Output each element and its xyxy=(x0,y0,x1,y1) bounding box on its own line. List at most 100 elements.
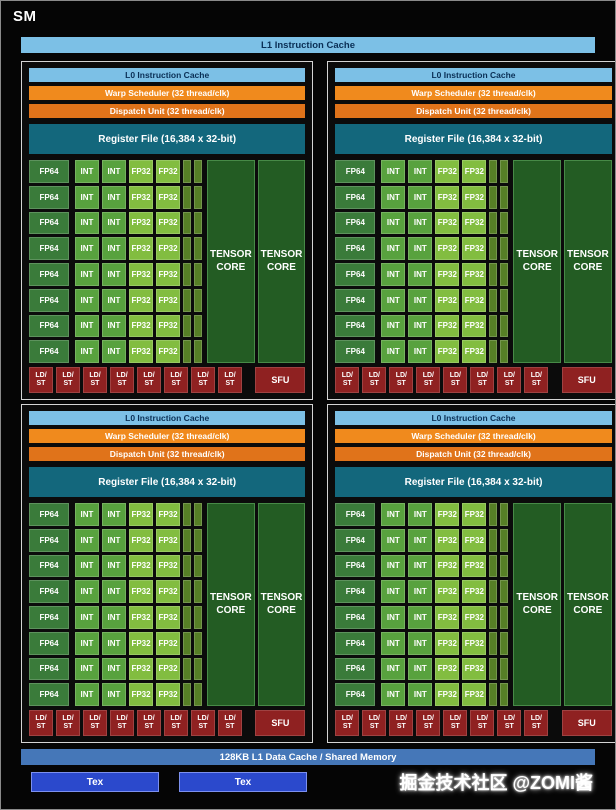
unlabeled-core-cell xyxy=(194,580,202,603)
fp64-core-cell: FP64 xyxy=(335,314,376,338)
int-core-cell: INT xyxy=(75,554,99,578)
l0-instruction-cache-bar: L0 Instruction Cache xyxy=(29,411,306,425)
unlabeled-core-cell xyxy=(194,528,202,552)
unlabeled-core-column xyxy=(194,503,202,706)
fp64-core-cell: FP64 xyxy=(29,503,69,526)
unlabeled-core-cell xyxy=(194,160,202,183)
ldst-label-line2: ST xyxy=(423,723,433,730)
fp32-core-cell: FP32 xyxy=(462,160,487,183)
ldst-unit: LD/ST xyxy=(218,367,242,393)
ldst-label-line2: ST xyxy=(225,723,235,730)
int-core-cell: INT xyxy=(102,631,126,655)
unlabeled-core-cell xyxy=(500,657,509,681)
ldst-unit: LD/ST xyxy=(218,710,242,736)
ldst-label-line1: LD/ xyxy=(503,371,515,379)
fp32-core-cell: FP32 xyxy=(435,631,460,655)
int-core-column: INT INT INT INT INT INT INT INT xyxy=(102,503,126,706)
fp64-core-cell: FP64 xyxy=(29,606,69,629)
fp32-core-cell: FP32 xyxy=(435,657,460,681)
fp32-core-column: FP32 FP32 FP32 FP32 FP32 FP32 FP32 FP32 xyxy=(435,160,460,363)
fp64-core-cell: FP64 xyxy=(29,528,69,552)
int-core-cell: INT xyxy=(75,631,99,655)
unlabeled-core-column xyxy=(489,160,498,363)
tensor-core-area: TENSOR CORE TENSOR CORE xyxy=(513,503,612,706)
fp64-core-cell: FP64 xyxy=(335,580,376,603)
tensor-core-block: TENSOR CORE xyxy=(564,503,612,706)
int-core-cell: INT xyxy=(408,580,433,603)
fp32-core-cell: FP32 xyxy=(129,554,153,578)
ldst-label-line1: LD/ xyxy=(476,714,488,722)
fp32-core-cell: FP32 xyxy=(129,185,153,209)
ldst-unit: LD/ST xyxy=(497,710,522,736)
fp32-core-column: FP32 FP32 FP32 FP32 FP32 FP32 FP32 FP32 xyxy=(435,503,460,706)
fp32-core-cell: FP32 xyxy=(129,503,153,526)
core-grid: FP64 FP64 FP64 FP64 FP64 FP64 FP64 FP64 INT INT IN… xyxy=(29,503,306,706)
tensor-core-area: TENSOR CORE TENSOR CORE xyxy=(207,160,306,363)
unlabeled-core-cell xyxy=(489,160,498,183)
ldst-unit: LD/ST xyxy=(443,710,468,736)
sm-title: SM xyxy=(13,8,37,25)
fp32-core-cell: FP32 xyxy=(129,340,153,363)
fp64-core-cell: FP64 xyxy=(335,503,376,526)
fp64-core-cell: FP64 xyxy=(29,237,69,260)
unlabeled-core-cell xyxy=(500,237,509,260)
unlabeled-core-cell xyxy=(500,314,509,338)
unlabeled-core-cell xyxy=(194,314,202,338)
int-core-cell: INT xyxy=(381,288,406,312)
fp32-core-cell: FP32 xyxy=(462,237,487,260)
ldst-sfu-row: LD/ST LD/ST LD/ST LD/ST LD/ST LD/ST LD/ST LD/ST… xyxy=(29,367,306,393)
l0-instruction-cache-bar: L0 Instruction Cache xyxy=(335,411,612,425)
unlabeled-core-cell xyxy=(194,683,202,706)
fp32-core-cell: FP32 xyxy=(156,160,180,183)
fp64-core-cell: FP64 xyxy=(335,185,376,209)
unlabeled-core-cell xyxy=(194,185,202,209)
unlabeled-core-cell xyxy=(194,503,202,526)
int-core-cell: INT xyxy=(102,288,126,312)
int-core-cell: INT xyxy=(408,631,433,655)
unlabeled-core-cell xyxy=(489,288,498,312)
unlabeled-core-column xyxy=(500,160,509,363)
unlabeled-core-cell xyxy=(489,185,498,209)
fp32-core-cell: FP32 xyxy=(129,288,153,312)
dispatch-unit-bar: Dispatch Unit (32 thread/clk) xyxy=(335,447,612,461)
int-core-cell: INT xyxy=(408,503,433,526)
int-core-cell: INT xyxy=(102,528,126,552)
fp32-core-cell: FP32 xyxy=(435,606,460,629)
int-core-column: INT INT INT INT INT INT INT INT xyxy=(75,503,99,706)
unlabeled-core-column xyxy=(194,160,202,363)
ldst-label-line2: ST xyxy=(369,380,379,387)
fp32-core-cell: FP32 xyxy=(129,528,153,552)
ldst-label-line1: LD/ xyxy=(449,371,461,379)
int-core-cell: INT xyxy=(75,528,99,552)
ldst-label-line2: ST xyxy=(117,380,127,387)
int-core-cell: INT xyxy=(75,340,99,363)
int-core-column: INT INT INT INT INT INT INT INT xyxy=(381,503,406,706)
unlabeled-core-cell xyxy=(500,211,509,235)
fp32-core-cell: FP32 xyxy=(156,631,180,655)
int-core-cell: INT xyxy=(102,263,126,286)
ldst-unit: LD/ST xyxy=(164,367,188,393)
ldst-label-line1: LD/ xyxy=(224,714,236,722)
fp32-core-column: FP32 FP32 FP32 FP32 FP32 FP32 FP32 FP32 xyxy=(129,503,153,706)
core-grid: FP64 FP64 FP64 FP64 FP64 FP64 FP64 FP64 INT INT IN… xyxy=(335,503,612,706)
unlabeled-core-cell xyxy=(183,160,191,183)
register-file-bar: Register File (16,384 x 32-bit) xyxy=(29,124,306,154)
fp32-core-column: FP32 FP32 FP32 FP32 FP32 FP32 FP32 FP32 xyxy=(462,503,487,706)
ldst-label-line2: ST xyxy=(342,723,352,730)
ldst-label-line2: ST xyxy=(531,380,541,387)
tex-unit: Tex xyxy=(179,772,307,792)
fp64-core-cell: FP64 xyxy=(29,263,69,286)
fp32-core-cell: FP32 xyxy=(129,211,153,235)
unlabeled-core-cell xyxy=(489,580,498,603)
ldst-sfu-row: LD/ST LD/ST LD/ST LD/ST LD/ST LD/ST LD/ST LD/ST… xyxy=(335,367,612,393)
ldst-label-line2: ST xyxy=(90,723,100,730)
ldst-label-line1: LD/ xyxy=(368,371,380,379)
dispatch-unit-bar: Dispatch Unit (32 thread/clk) xyxy=(335,104,612,118)
ldst-label-line1: LD/ xyxy=(116,714,128,722)
int-core-cell: INT xyxy=(408,528,433,552)
ldst-label-line1: LD/ xyxy=(62,714,74,722)
ldst-label-line1: LD/ xyxy=(422,371,434,379)
ldst-label-line2: ST xyxy=(342,380,352,387)
fp64-core-cell: FP64 xyxy=(29,683,69,706)
fp64-core-column: FP64 FP64 FP64 FP64 FP64 FP64 FP64 FP64 xyxy=(335,503,376,706)
